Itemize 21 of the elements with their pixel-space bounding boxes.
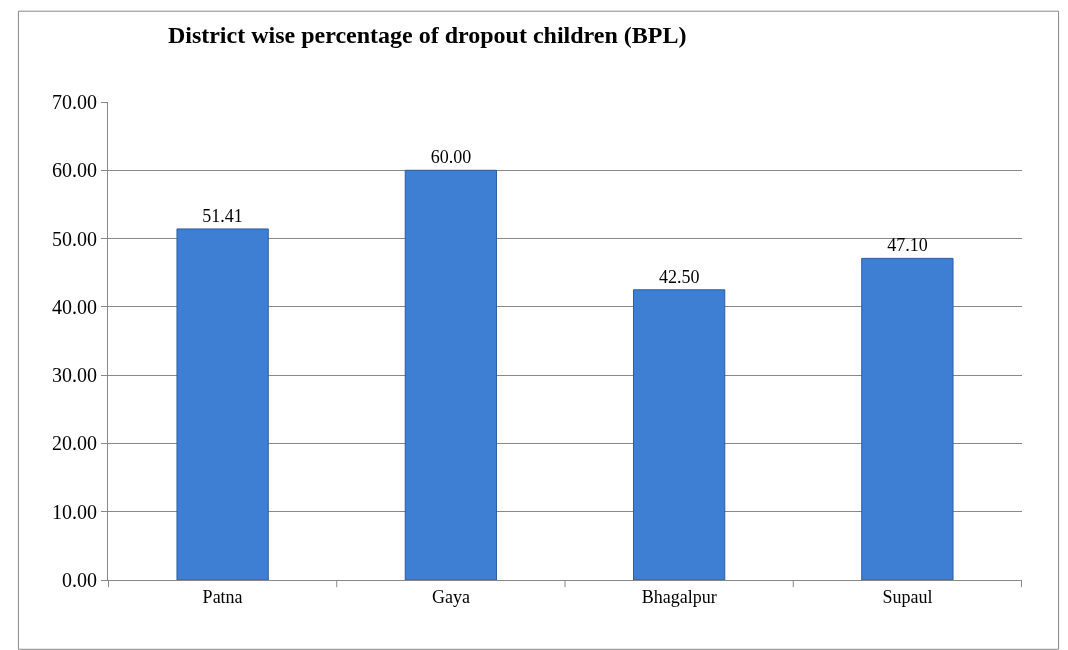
y-tick-label: 70.00 (52, 91, 97, 113)
x-tick-label: Patna (202, 586, 243, 607)
data-label: 51.41 (202, 205, 243, 226)
data-label: 60.00 (430, 147, 472, 168)
chart-title: District wise percentage of dropout children (BPL) (167, 21, 687, 48)
bar (404, 169, 498, 580)
x-tick-label: Supaul (882, 586, 933, 607)
y-tick-label: 50.00 (52, 227, 97, 250)
data-label: 47.10 (887, 235, 928, 256)
x-tick-label: Gaya (431, 586, 470, 607)
y-tick-label: 60.00 (52, 159, 97, 182)
bar (861, 257, 954, 580)
x-tick-label: Bhagalpur (641, 586, 717, 607)
y-tick-label: 40.00 (52, 295, 97, 318)
y-tick-label: 0.00 (62, 569, 97, 591)
bar (632, 289, 726, 580)
y-tick-label: 30.00 (52, 364, 97, 387)
data-label: 42.50 (658, 266, 700, 287)
bar (176, 228, 269, 580)
y-tick-label: 10.00 (52, 500, 97, 523)
y-tick-label: 20.00 (52, 432, 97, 455)
